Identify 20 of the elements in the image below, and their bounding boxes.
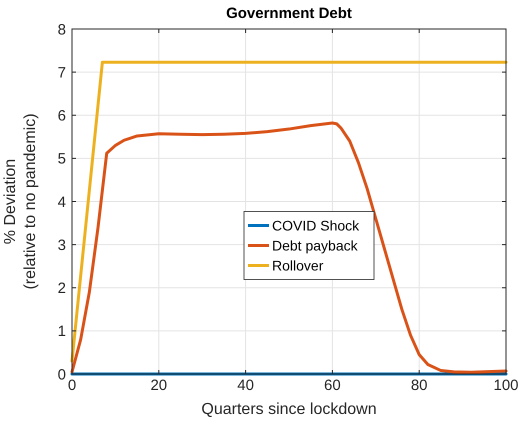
chart-title: Government Debt (226, 5, 352, 22)
line-series (70, 122, 508, 374)
x-tick-label: 60 (324, 377, 341, 394)
y-tick-label: 4 (58, 194, 66, 211)
x-axis-title: Quarters since lockdown (201, 401, 377, 418)
y-axis-title: % Deviation (relative to no pandemic) (2, 113, 39, 290)
y-tick-label: 6 (58, 108, 66, 124)
x-tick-label: 80 (410, 377, 428, 394)
x-tick-label: 100 (493, 377, 519, 394)
y-tick-label: 3 (58, 236, 66, 254)
y-tick-label: 2 (58, 280, 66, 297)
legend-label: Debt payback (272, 237, 359, 254)
y-tick-label: 7 (58, 64, 66, 82)
x-tick-label: 40 (237, 377, 254, 394)
legend-label: Rollover (272, 257, 324, 274)
x-tick-label: 20 (150, 377, 168, 394)
y-tick-label: 5 (58, 150, 66, 168)
y-tick-label: 8 (58, 21, 66, 38)
legend-label: COVID Shock (272, 217, 360, 234)
y-tick-label: 1 (58, 323, 66, 340)
